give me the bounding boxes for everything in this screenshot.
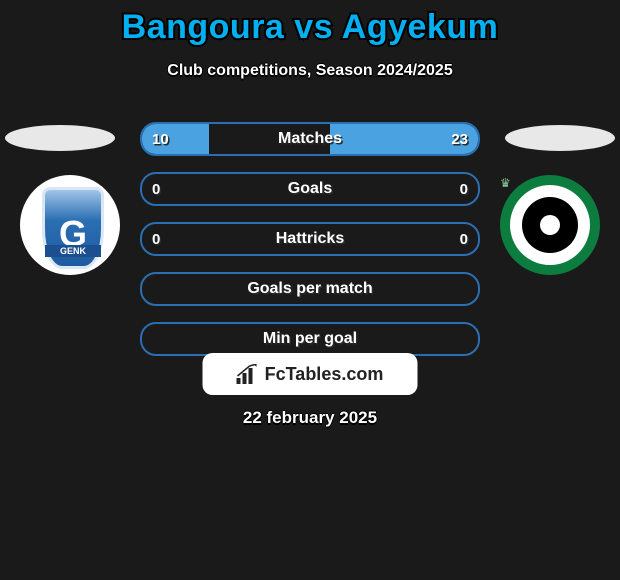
stat-label: Goals	[142, 174, 478, 204]
stat-row-goals-per-match: Goals per match	[140, 272, 480, 306]
stat-label: Hattricks	[142, 224, 478, 254]
title-text: Bangoura vs Agyekum	[122, 8, 499, 46]
team-left-logo: G GENK	[20, 175, 120, 275]
stat-right-value: 0	[460, 224, 468, 254]
stat-left-value: 10	[152, 124, 169, 154]
stat-row-min-per-goal: Min per goal	[140, 322, 480, 356]
stat-left-value: 0	[152, 174, 160, 204]
page-title: Bangoura vs Agyekum Bangoura vs Agyekum	[0, 8, 620, 47]
bar-chart-icon	[237, 364, 259, 384]
fctables-label: FcTables.com	[265, 364, 384, 385]
crown-icon: ♛	[500, 176, 511, 190]
stat-right-value: 23	[451, 124, 468, 154]
genk-shield-icon: G GENK	[42, 187, 104, 269]
stat-right-value: 0	[460, 174, 468, 204]
cercle-logo-dot	[540, 215, 560, 235]
stat-label: Min per goal	[142, 324, 478, 354]
h2h-comparison: Bangoura vs Agyekum Bangoura vs Agyekum …	[0, 0, 620, 580]
player-left-placeholder	[5, 125, 115, 151]
match-date: 22 february 2025	[0, 408, 620, 428]
genk-band: GENK	[45, 245, 101, 257]
fctables-badge[interactable]: FcTables.com	[203, 353, 418, 395]
stat-left-value: 0	[152, 224, 160, 254]
stat-row-goals: 0 Goals 0	[140, 172, 480, 206]
cercle-logo-outer	[510, 185, 590, 265]
subtitle: Club competitions, Season 2024/2025	[0, 62, 620, 80]
cercle-logo-inner	[522, 197, 578, 253]
player-right-placeholder	[505, 125, 615, 151]
stat-label: Goals per match	[142, 274, 478, 304]
team-right-logo: ♛	[500, 175, 600, 275]
stat-row-hattricks: 0 Hattricks 0	[140, 222, 480, 256]
stat-row-matches: 10 Matches 23	[140, 122, 480, 156]
stat-bars: 10 Matches 23 0 Goals 0 0 Hattricks 0 Go…	[140, 122, 480, 372]
